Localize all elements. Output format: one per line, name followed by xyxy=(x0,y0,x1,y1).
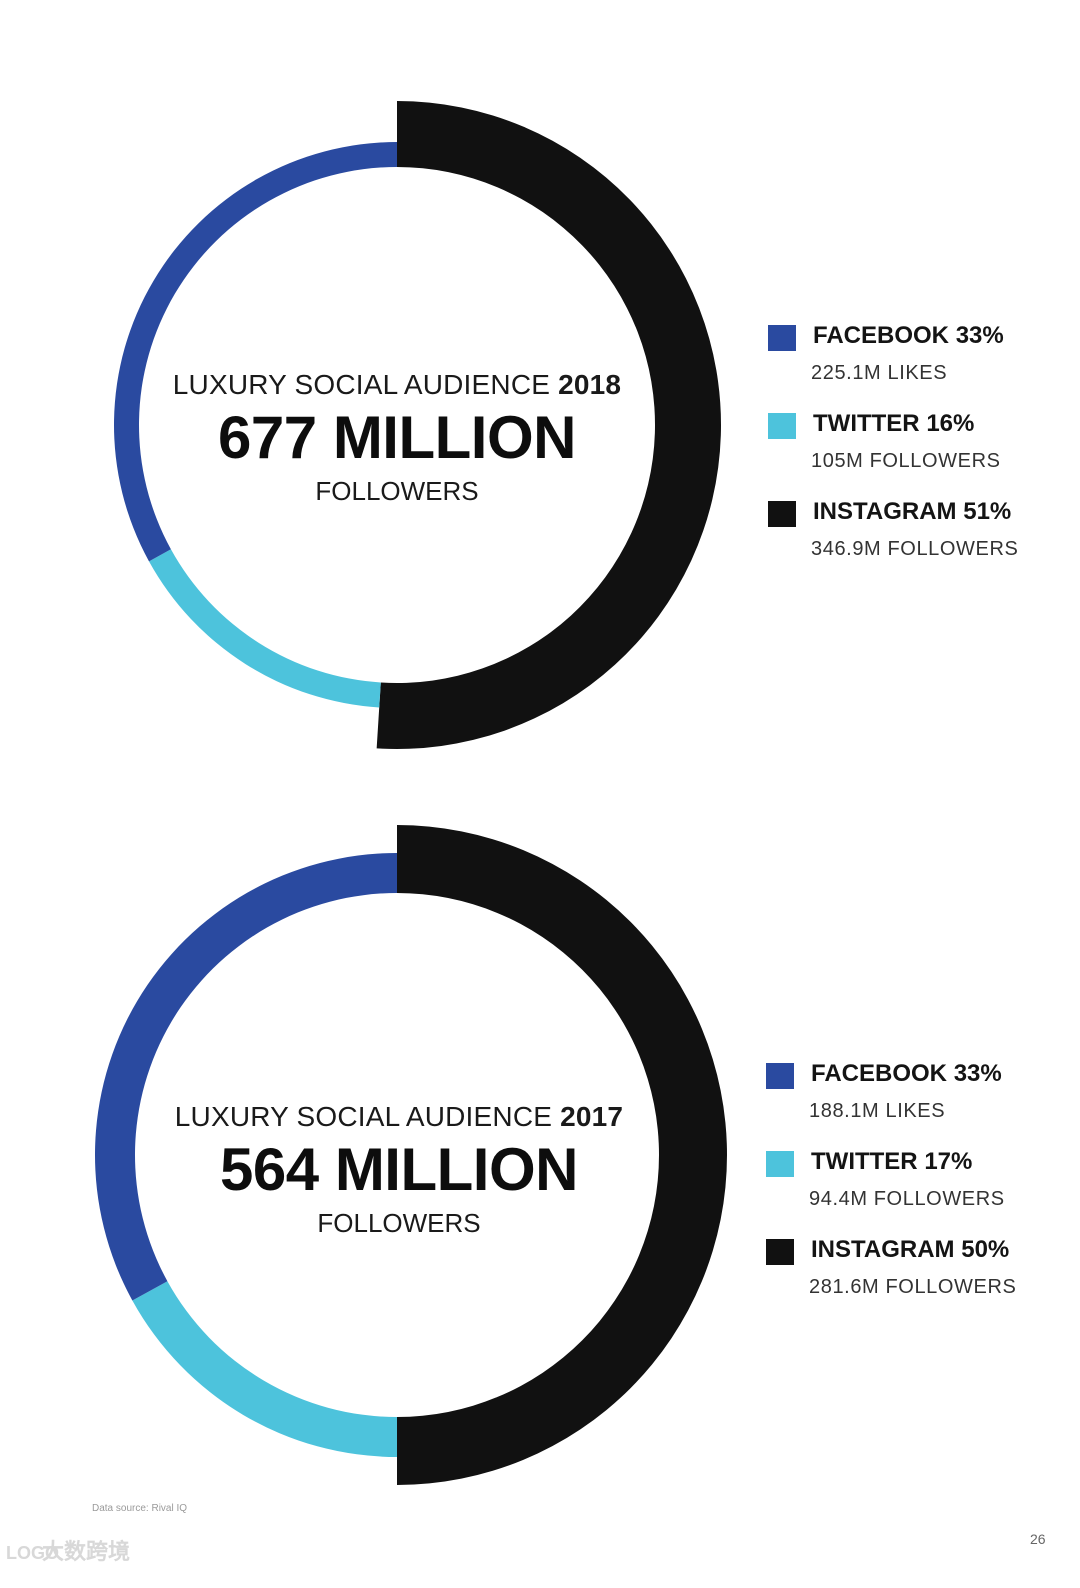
legend-item-instagram: INSTAGRAM 51% 346.9M FOLLOWERS xyxy=(768,498,1068,586)
legend-swatch-instagram xyxy=(768,501,796,527)
chart-heading: LUXURY SOCIAL AUDIENCE 2018 xyxy=(137,368,657,402)
legend-item-twitter: TWITTER 16% 105M FOLLOWERS xyxy=(768,410,1068,498)
legend-detail-twitter: 94.4M FOLLOWERS xyxy=(809,1188,1005,1210)
total-unit: FOLLOWERS xyxy=(315,476,479,506)
total-value: 677 MILLION xyxy=(218,404,576,471)
watermark-text: 大数跨境 xyxy=(42,1539,131,1564)
legend-title-instagram: INSTAGRAM 50% xyxy=(811,1236,1009,1264)
chart-legend: FACEBOOK 33% 188.1M LIKES TWITTER 17% 94… xyxy=(766,1060,1066,1324)
legend-series-name: INSTAGRAM xyxy=(811,1236,955,1263)
chart-center-text: LUXURY SOCIAL AUDIENCE 2017 564 MILLION … xyxy=(139,1100,659,1240)
legend-detail-instagram: 346.9M FOLLOWERS xyxy=(811,538,1019,560)
donut-chart-2018: LUXURY SOCIAL AUDIENCE 2018 677 MILLION … xyxy=(0,80,1080,840)
legend-item-twitter: TWITTER 17% 94.4M FOLLOWERS xyxy=(766,1148,1066,1236)
legend-title-twitter: TWITTER 17% xyxy=(811,1148,972,1176)
heading-year: 2017 xyxy=(560,1101,624,1132)
donut-segment-twitter xyxy=(132,1281,397,1457)
heading-year: 2018 xyxy=(558,369,622,400)
legend-series-name: TWITTER xyxy=(811,1148,918,1175)
legend-series-percent: 51% xyxy=(963,498,1012,525)
total-unit: FOLLOWERS xyxy=(317,1208,481,1238)
donut-segment-facebook xyxy=(94,853,398,1301)
legend-swatch-twitter xyxy=(768,413,796,439)
donut-segment-instagram xyxy=(376,101,721,749)
legend-series-percent: 33% xyxy=(955,322,1004,349)
legend-series-name: TWITTER xyxy=(813,410,920,437)
legend-series-percent: 16% xyxy=(926,410,975,437)
legend-detail-facebook: 188.1M LIKES xyxy=(809,1100,946,1122)
legend-swatch-facebook xyxy=(768,325,796,351)
donut-segment-facebook xyxy=(113,142,397,562)
page-number: 26 xyxy=(1030,1531,1046,1547)
legend-series-name: FACEBOOK xyxy=(813,322,950,349)
watermark: LOGO大数跨境 xyxy=(6,1534,130,1566)
legend-series-name: INSTAGRAM xyxy=(813,498,957,525)
legend-title-facebook: FACEBOOK 33% xyxy=(813,322,1004,350)
donut-ring-2017 xyxy=(94,825,727,1485)
data-source-note: Data source: Rival IQ xyxy=(92,1503,188,1514)
legend-series-percent: 50% xyxy=(961,1236,1010,1263)
legend-series-name: FACEBOOK xyxy=(811,1060,948,1087)
legend-swatch-twitter xyxy=(766,1151,794,1177)
legend-detail-instagram: 281.6M FOLLOWERS xyxy=(809,1276,1017,1298)
legend-series-percent: 33% xyxy=(953,1060,1002,1087)
legend-swatch-instagram xyxy=(766,1239,794,1265)
legend-series-percent: 17% xyxy=(924,1148,973,1175)
chart-center-text: LUXURY SOCIAL AUDIENCE 2018 677 MILLION … xyxy=(137,368,657,508)
donut-chart-2017: LUXURY SOCIAL AUDIENCE 2017 564 MILLION … xyxy=(0,810,1080,1570)
watermark-logo-icon: LOGO xyxy=(6,1543,59,1563)
legend-title-twitter: TWITTER 16% xyxy=(813,410,974,438)
legend-detail-facebook: 225.1M LIKES xyxy=(811,362,948,384)
heading-prefix: LUXURY SOCIAL AUDIENCE xyxy=(172,369,551,400)
legend-item-facebook: FACEBOOK 33% 188.1M LIKES xyxy=(766,1060,1066,1148)
chart-legend: FACEBOOK 33% 225.1M LIKES TWITTER 16% 10… xyxy=(768,322,1068,586)
heading-prefix: LUXURY SOCIAL AUDIENCE xyxy=(174,1101,553,1132)
total-value: 564 MILLION xyxy=(220,1136,578,1203)
legend-item-facebook: FACEBOOK 33% 225.1M LIKES xyxy=(768,322,1068,410)
legend-swatch-facebook xyxy=(766,1063,794,1089)
legend-title-instagram: INSTAGRAM 51% xyxy=(813,498,1011,526)
chart-heading: LUXURY SOCIAL AUDIENCE 2017 xyxy=(139,1100,659,1134)
donut-ring-2018 xyxy=(113,101,721,749)
legend-item-instagram: INSTAGRAM 50% 281.6M FOLLOWERS xyxy=(766,1236,1066,1324)
legend-detail-twitter: 105M FOLLOWERS xyxy=(811,450,1001,472)
donut-segment-twitter xyxy=(149,549,381,708)
donut-segment-instagram xyxy=(397,825,727,1485)
legend-title-facebook: FACEBOOK 33% xyxy=(811,1060,1002,1088)
